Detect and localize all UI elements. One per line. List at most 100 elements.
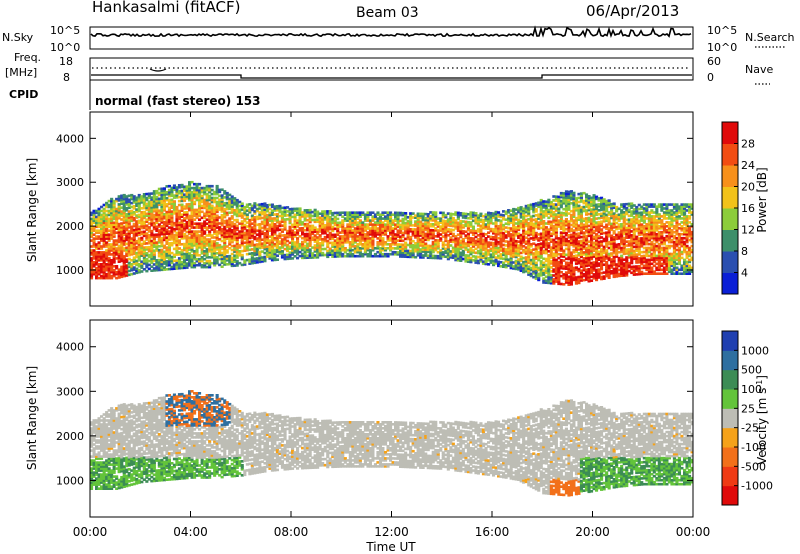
power-cell: [235, 212, 239, 216]
power-cell: [183, 185, 187, 189]
power-cell: [338, 221, 342, 224]
power-cell: [228, 258, 232, 262]
power-cell: [527, 212, 531, 215]
power-cell: [95, 209, 99, 213]
power-cell: [481, 240, 485, 244]
power-cell: [213, 216, 217, 220]
power-cell: [177, 223, 181, 227]
power-cell: [421, 218, 425, 222]
power-cell: [497, 211, 501, 214]
power-cell: [549, 208, 553, 212]
power-cell: [426, 213, 430, 216]
power-cell: [198, 182, 202, 186]
power-cell: [391, 252, 395, 256]
power-cell: [157, 262, 161, 266]
power-cell: [155, 229, 159, 232]
power-cell: [331, 221, 335, 225]
power-cell: [105, 229, 109, 232]
power-cell: [434, 229, 438, 232]
power-cell: [552, 278, 556, 281]
power-cell: [208, 248, 212, 251]
power-cell: [406, 233, 410, 237]
power-cell: [172, 265, 176, 268]
power-cell: [361, 213, 365, 216]
power-cell: [384, 252, 388, 256]
power-cell: [110, 207, 114, 211]
power-cell: [396, 229, 400, 232]
power-cell: [366, 247, 370, 250]
power-cell: [358, 252, 362, 256]
power-cell: [431, 213, 435, 216]
power-cell: [208, 186, 212, 190]
power-cell: [245, 203, 249, 207]
power-cell: [200, 228, 204, 231]
power-cell: [280, 220, 284, 223]
power-cell: [326, 233, 330, 237]
power-cell: [147, 236, 151, 239]
power-cell: [421, 240, 425, 243]
power-cell: [579, 259, 583, 263]
power-cell: [336, 247, 340, 250]
power-cell: [248, 262, 252, 265]
power-cell: [260, 242, 264, 245]
power-cell: [228, 199, 232, 203]
power-cell: [250, 259, 254, 263]
power-cell: [411, 230, 415, 233]
power-cell: [240, 257, 244, 261]
power-cell: [170, 190, 174, 194]
power-cell: [107, 272, 111, 276]
power-cell: [95, 245, 99, 248]
power-cell: [97, 268, 101, 272]
power-cell: [394, 215, 398, 219]
power-cell: [343, 239, 347, 242]
power-cell: [230, 195, 234, 198]
power-cell: [258, 244, 262, 248]
power-cell: [522, 264, 526, 268]
power-cell: [208, 232, 212, 235]
power-cell: [366, 239, 370, 242]
power-cell: [265, 209, 269, 213]
power-cell: [240, 208, 244, 211]
power-cell: [519, 221, 523, 225]
power-cell: [497, 232, 501, 236]
power-cell: [125, 254, 129, 257]
power-cell: [188, 198, 192, 202]
power-cell: [140, 213, 144, 216]
power-cell: [185, 191, 189, 194]
power-cell: [293, 247, 297, 250]
power-cell: [92, 221, 96, 225]
power-cell: [574, 224, 578, 228]
power-cell: [492, 253, 496, 257]
power-cell: [517, 240, 521, 243]
power-cell: [376, 241, 380, 244]
power-cell: [431, 232, 435, 236]
power-cell: [507, 216, 511, 220]
power-cell: [220, 231, 224, 235]
power-cell: [137, 241, 141, 244]
power-cell: [268, 251, 272, 254]
power-cell: [444, 227, 448, 231]
power-cell: [190, 232, 194, 235]
power-cell: [260, 216, 264, 220]
power-cell: [564, 220, 568, 223]
power-cell: [419, 254, 423, 257]
power-cell: [476, 218, 480, 221]
power-cell: [494, 258, 498, 261]
power-cell: [286, 243, 290, 247]
power-cell: [283, 236, 287, 239]
power-cell: [120, 234, 124, 237]
power-cell: [544, 269, 548, 273]
power-cell: [243, 237, 247, 241]
power-cell: [205, 261, 209, 265]
power-cell: [280, 210, 284, 214]
power-cell: [567, 234, 571, 237]
power-cell: [190, 220, 194, 223]
power-cell: [502, 253, 506, 257]
power-cell: [554, 217, 558, 220]
power-cell: [177, 203, 181, 207]
power-cell: [170, 267, 174, 271]
power-cell: [150, 247, 154, 251]
power-cell: [170, 200, 174, 203]
power-cell: [220, 202, 224, 205]
power-cell: [193, 238, 197, 241]
